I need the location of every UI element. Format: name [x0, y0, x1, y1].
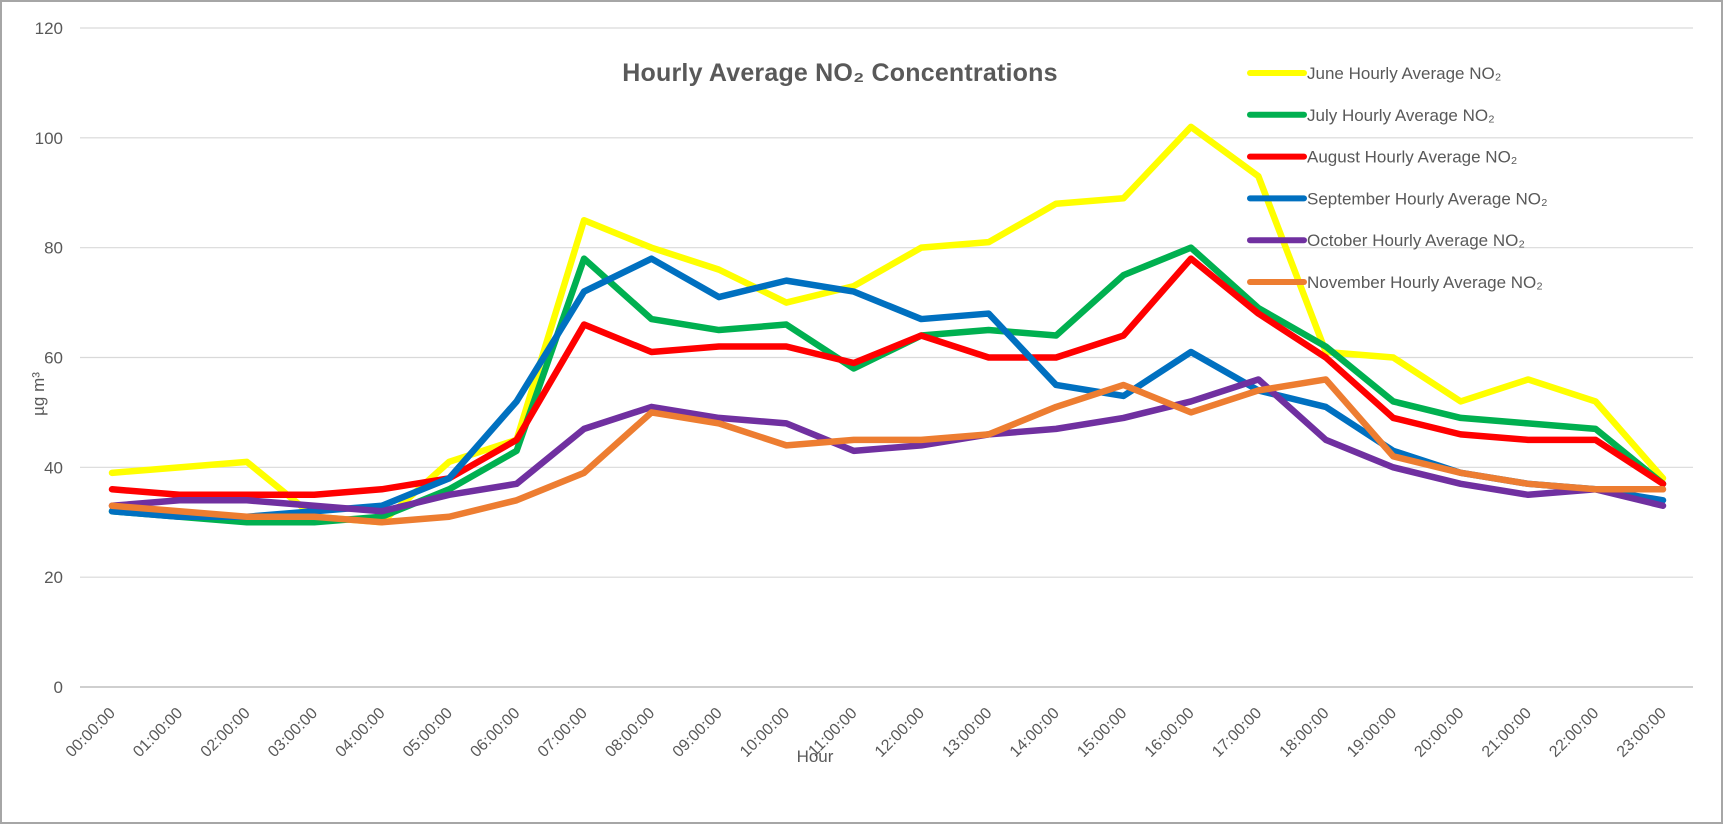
- y-axis-tick-label: 0: [54, 678, 63, 697]
- x-axis-tick-label: 01:00:00: [130, 705, 186, 761]
- series-line-november: [108, 376, 1667, 526]
- x-axis-tick-label: 14:00:00: [1007, 705, 1063, 761]
- x-axis-tick-label: 19:00:00: [1344, 705, 1400, 761]
- series-line-october: [108, 376, 1667, 515]
- x-axis-tick-label: 17:00:00: [1209, 705, 1265, 761]
- y-axis-tick-label: 80: [44, 239, 63, 258]
- x-axis-tick-label: 21:00:00: [1479, 705, 1535, 761]
- y-axis-tick-label: 100: [35, 129, 63, 148]
- series-line-september: [108, 255, 1667, 521]
- x-axis-title: Hour: [797, 747, 834, 766]
- x-axis-tick-label: 18:00:00: [1277, 705, 1333, 761]
- x-axis-tick-label: 09:00:00: [670, 705, 726, 761]
- x-axis-tick-label: 10:00:00: [737, 705, 793, 761]
- legend-label-october: October Hourly Average NO₂: [1307, 231, 1525, 250]
- legend-label-september: September Hourly Average NO₂: [1307, 189, 1548, 208]
- x-axis-tick-label: 22:00:00: [1546, 705, 1602, 761]
- x-axis-tick-label: 00:00:00: [63, 705, 119, 761]
- x-axis-tick-label: 12:00:00: [872, 705, 928, 761]
- y-axis-tick-label: 40: [44, 458, 63, 477]
- y-axis-tick-label: 60: [44, 349, 63, 368]
- x-axis-tick-label: 05:00:00: [400, 705, 456, 761]
- x-axis-tick-label: 23:00:00: [1614, 705, 1670, 761]
- x-axis-tick-label: 02:00:00: [198, 705, 254, 761]
- x-axis-tick-label: 08:00:00: [602, 705, 658, 761]
- x-axis-tick-label: 13:00:00: [939, 705, 995, 761]
- legend-label-june: June Hourly Average NO₂: [1307, 64, 1501, 83]
- x-axis-tick-label: 07:00:00: [535, 705, 591, 761]
- y-axis-title: µg m³: [29, 372, 48, 416]
- x-axis-tick-label: 03:00:00: [265, 705, 321, 761]
- y-axis-tick-label: 120: [35, 19, 63, 38]
- x-axis-tick-label: 20:00:00: [1411, 705, 1467, 761]
- x-axis-tick-label: 04:00:00: [333, 705, 389, 761]
- x-axis-tick-label: 15:00:00: [1074, 705, 1130, 761]
- x-axis-tick-label: 06:00:00: [467, 705, 523, 761]
- legend-label-november: November Hourly Average NO₂: [1307, 273, 1543, 292]
- y-axis-tick-label: 20: [44, 568, 63, 587]
- x-axis-tick-label: 16:00:00: [1142, 705, 1198, 761]
- legend-label-august: August Hourly Average NO₂: [1307, 148, 1517, 167]
- legend-label-july: July Hourly Average NO₂: [1307, 106, 1495, 125]
- series-line-august: [108, 255, 1667, 499]
